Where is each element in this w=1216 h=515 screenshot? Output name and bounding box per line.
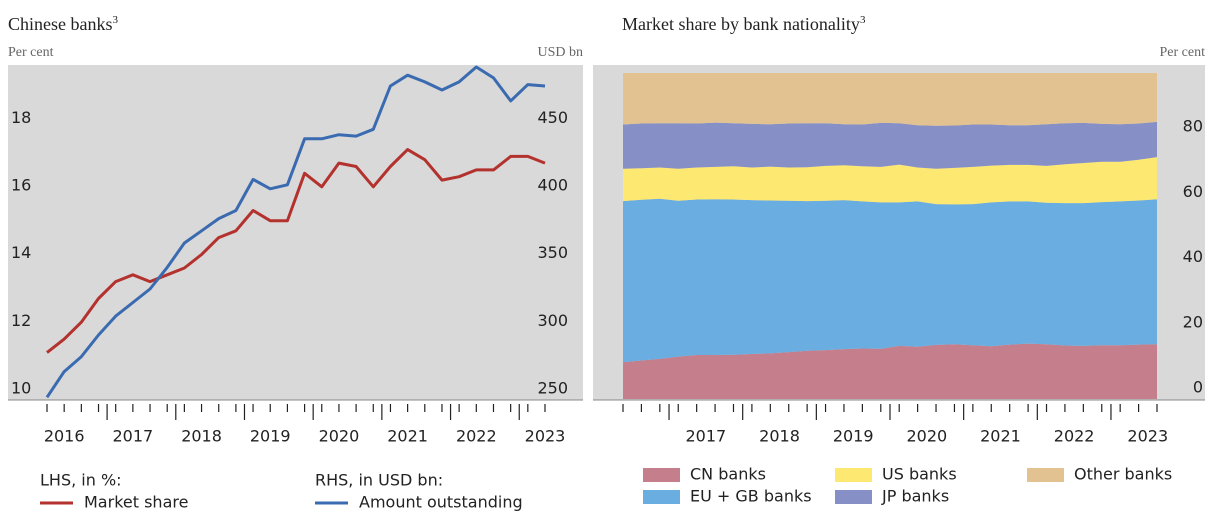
area — [623, 343, 1157, 399]
x-tick-label: 2018 — [759, 427, 800, 446]
legend-label: Amount outstanding — [359, 493, 523, 512]
x-tick-label: 2019 — [833, 427, 874, 446]
x-tick-label: 2020 — [906, 427, 947, 446]
x-tick-label: 2019 — [250, 427, 291, 446]
y-tick-label: 14 — [11, 243, 31, 262]
x-tick-label: 2018 — [181, 427, 222, 446]
legend-label: Market share — [84, 493, 188, 512]
legend-label: Other banks — [1074, 465, 1172, 484]
y-tick-label: 0 — [1193, 378, 1203, 397]
x-tick-label: 2022 — [1054, 427, 1095, 446]
legend-swatch — [643, 490, 680, 504]
legend-swatch — [1027, 468, 1064, 482]
y2-tick-label: 250 — [537, 379, 568, 398]
y-tick-label: 10 — [11, 379, 31, 398]
y2-tick-label: 400 — [537, 175, 568, 194]
legend-label: EU + GB banks — [690, 487, 812, 506]
title-text: Market share by bank nationality — [622, 14, 860, 34]
y2-tick-label: 450 — [537, 108, 568, 127]
chart-title: Market share by bank nationality3 — [622, 14, 866, 35]
x-tick-label: 2023 — [525, 427, 566, 446]
y-tick-label: 16 — [11, 175, 31, 194]
area — [623, 198, 1157, 363]
x-tick-label: 2020 — [319, 427, 360, 446]
legend-label: US banks — [882, 465, 957, 484]
legend-label: CN banks — [690, 465, 766, 484]
data-line — [45, 65, 546, 399]
y2-tick-label: 300 — [537, 311, 568, 330]
area — [623, 73, 1157, 126]
area — [623, 121, 1157, 169]
area — [623, 157, 1157, 205]
legend-heading: LHS, in %: — [40, 471, 122, 490]
y-tick-label: 60 — [1183, 182, 1203, 201]
y-axis-label: Per cent — [1160, 45, 1206, 60]
y2-tick-label: 350 — [537, 243, 568, 262]
x-tick-label: 2016 — [44, 427, 85, 446]
title-text: Chinese banks — [8, 14, 112, 34]
y2-axis-label: USD bn — [537, 45, 583, 60]
plot-area — [8, 65, 583, 400]
x-tick-label: 2023 — [1127, 427, 1168, 446]
y-tick-label: 12 — [11, 311, 31, 330]
chart-title: Chinese banks3 — [8, 14, 118, 35]
legend-swatch — [835, 490, 872, 504]
title-superscript: 3 — [860, 14, 866, 26]
legend-label: JP banks — [881, 487, 949, 506]
x-tick-label: 2021 — [980, 427, 1021, 446]
y-tick-label: 18 — [11, 108, 31, 127]
x-tick-label: 2017 — [113, 427, 154, 446]
data-line — [46, 148, 546, 354]
y-axis-label: Per cent — [8, 45, 54, 60]
legend-swatch — [835, 468, 872, 482]
legend-swatch — [643, 468, 680, 482]
title-superscript: 3 — [112, 14, 118, 26]
y-tick-label: 20 — [1183, 312, 1203, 331]
x-tick-label: 2017 — [686, 427, 727, 446]
x-tick-label: 2021 — [387, 427, 428, 446]
x-tick-label: 2022 — [456, 427, 497, 446]
legend-heading: RHS, in USD bn: — [315, 471, 443, 490]
y-tick-label: 80 — [1183, 117, 1203, 136]
y-tick-label: 40 — [1183, 247, 1203, 266]
